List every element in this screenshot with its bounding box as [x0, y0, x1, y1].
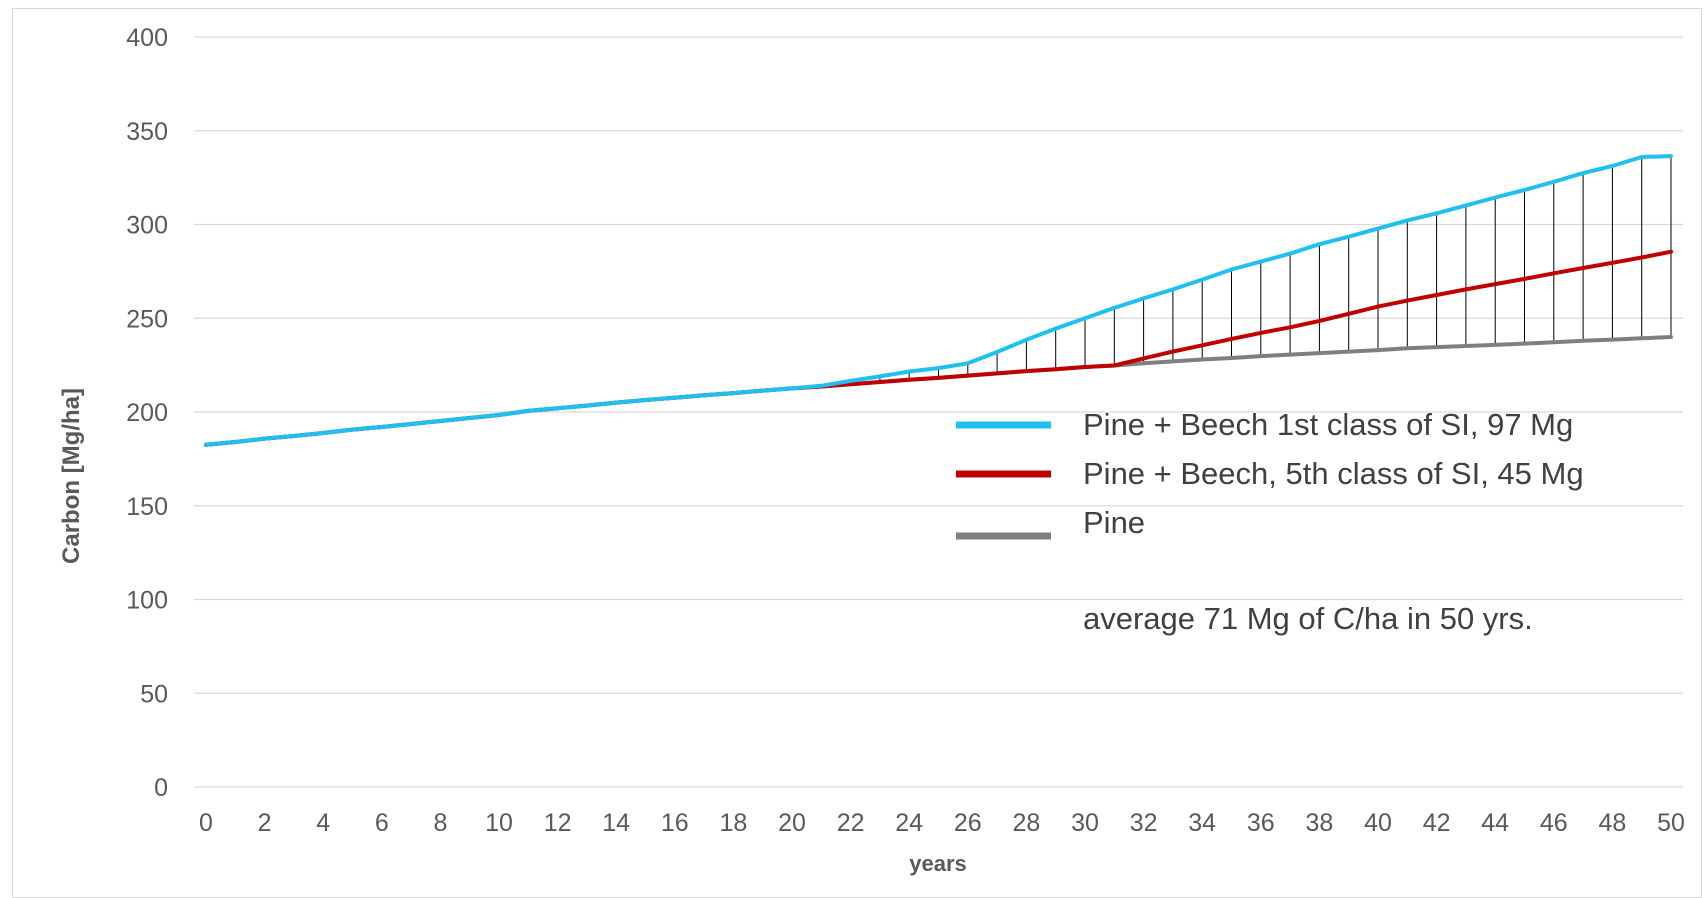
y-tick-label-250: 250 [126, 305, 168, 333]
x-tick-label-8: 8 [433, 809, 447, 837]
x-tick-label-28: 28 [1012, 809, 1040, 837]
x-tick-label-50: 50 [1657, 809, 1685, 837]
y-tick-labels: 0 50 100 150 200 250 300 350 400 [126, 24, 168, 802]
x-tick-label-4: 4 [316, 809, 330, 837]
x-tick-label-16: 16 [661, 809, 689, 837]
y-tick-label-50: 50 [140, 680, 168, 708]
y-axis-title: Carbon [Mg/ha] [58, 388, 85, 564]
x-tick-label-0: 0 [199, 809, 213, 837]
x-tick-label-6: 6 [375, 809, 389, 837]
y-tick-label-300: 300 [126, 212, 168, 240]
x-tick-label-32: 32 [1130, 809, 1158, 837]
y-tick-label-350: 350 [126, 118, 168, 146]
x-tick-label-48: 48 [1598, 809, 1626, 837]
y-tick-label-100: 100 [126, 587, 168, 615]
hatch-layer [850, 156, 1672, 385]
x-tick-label-30: 30 [1071, 809, 1099, 837]
x-tick-label-10: 10 [485, 809, 513, 837]
legend-item-pine: Pine [956, 505, 1145, 540]
x-tick-label-42: 42 [1423, 809, 1451, 837]
x-tick-label-26: 26 [954, 809, 982, 837]
average-annotation: average 71 Mg of C/ha in 50 yrs. [1083, 601, 1533, 636]
x-tick-label-34: 34 [1188, 809, 1216, 837]
grid-layer [194, 36, 1683, 788]
legend-item-pine-beech-5th: Pine + Beech, 5th class of SI, 45 Mg [956, 456, 1584, 491]
series-layer [204, 154, 1673, 447]
legend-label-pine: Pine [1083, 505, 1145, 540]
x-tick-labels: 0 2 4 6 8 10 12 14 16 18 20 22 24 26 28 30 32 34 36 38 40 42 4… [199, 809, 1685, 837]
legend-label-pine-beech-1st: Pine + Beech 1st class of SI, 97 Mg [1083, 407, 1573, 442]
y-tick-label-150: 150 [126, 493, 168, 521]
x-tick-label-22: 22 [837, 809, 865, 837]
x-tick-label-46: 46 [1540, 809, 1568, 837]
x-tick-label-38: 38 [1305, 809, 1333, 837]
legend-label-pine-beech-5th: Pine + Beech, 5th class of SI, 45 Mg [1083, 456, 1584, 491]
x-axis-title: years [909, 851, 967, 876]
x-tick-label-40: 40 [1364, 809, 1392, 837]
x-tick-label-20: 20 [778, 809, 806, 837]
legend: Pine + Beech 1st class of SI, 97 Mg Pine… [956, 407, 1584, 540]
x-tick-label-14: 14 [602, 809, 630, 837]
x-tick-label-12: 12 [544, 809, 572, 837]
chart-frame: 0 50 100 150 200 250 300 350 400 0 2 4 6 8 10 12 14 16 18… [12, 8, 1702, 898]
x-tick-label-2: 2 [258, 809, 272, 837]
y-tick-label-0: 0 [154, 774, 168, 802]
x-tick-label-24: 24 [895, 809, 923, 837]
legend-item-pine-beech-1st: Pine + Beech 1st class of SI, 97 Mg [956, 407, 1573, 442]
y-tick-label-200: 200 [126, 399, 168, 427]
x-tick-label-18: 18 [719, 809, 747, 837]
x-tick-label-44: 44 [1481, 809, 1509, 837]
series-line-pine-beech-1st [204, 154, 1673, 447]
x-tick-label-36: 36 [1247, 809, 1275, 837]
y-tick-label-400: 400 [126, 24, 168, 52]
